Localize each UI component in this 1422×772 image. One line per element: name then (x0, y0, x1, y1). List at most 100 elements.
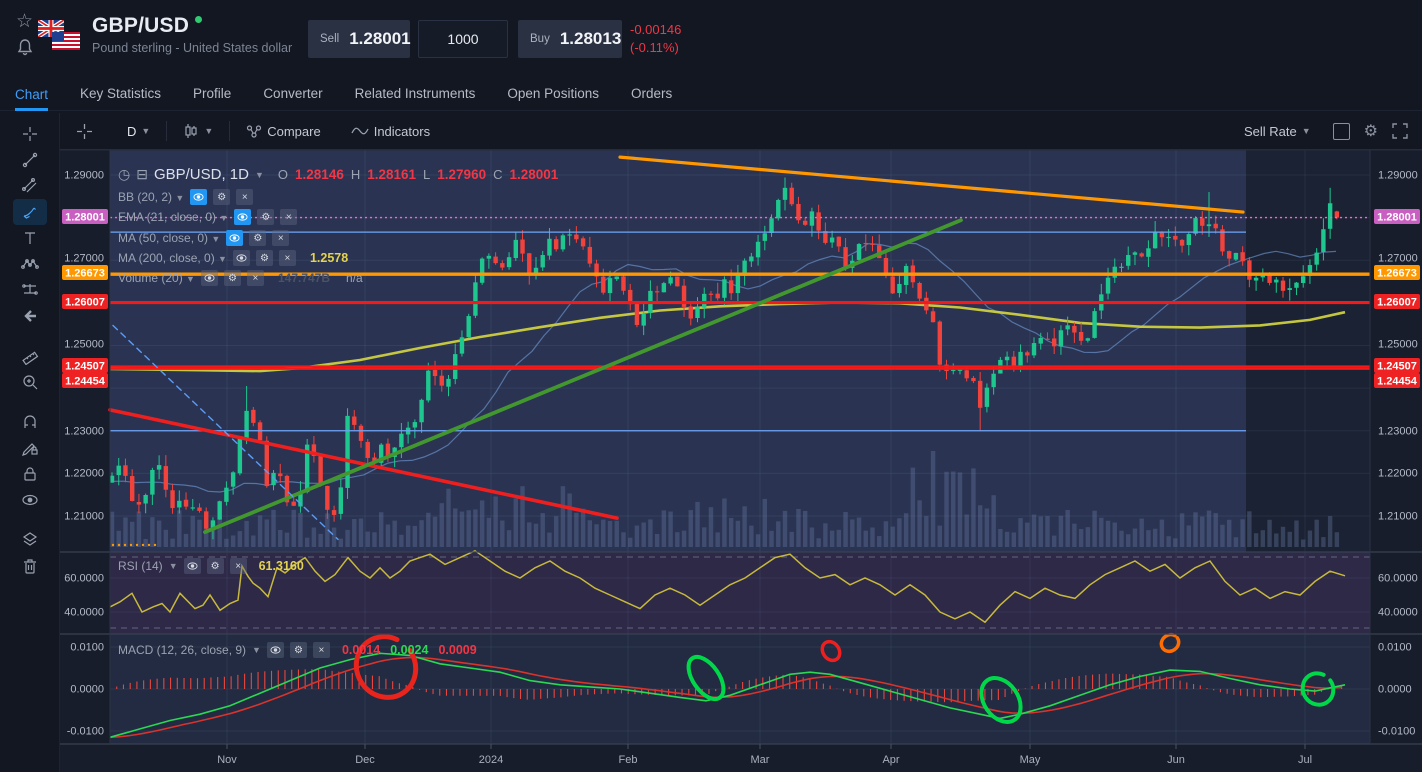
gear-icon[interactable]: ⚙ (249, 230, 267, 246)
brush-icon[interactable] (12, 199, 47, 225)
rsi-eye-icon[interactable] (183, 558, 201, 574)
rsi-label[interactable]: RSI (14) (118, 559, 163, 573)
indicators-button[interactable]: Indicators (343, 120, 438, 143)
close-icon[interactable]: × (272, 230, 290, 246)
object-tree-icon[interactable] (13, 527, 47, 553)
high-value: 1.28161 (367, 167, 417, 182)
close-icon[interactable]: × (278, 250, 296, 266)
orange-downtrend-line (618, 155, 1245, 214)
quantity-input[interactable]: 1000 (418, 20, 508, 58)
buy-label: Buy (530, 33, 550, 45)
indicator-label[interactable]: MA (50, close, 0) ▼ (118, 231, 221, 245)
svg-text:2024: 2024 (479, 754, 503, 766)
tab-open-positions[interactable]: Open Positions (507, 85, 599, 101)
macd-eye-icon[interactable] (266, 642, 284, 658)
rsi-settings-icon[interactable]: ⚙ (206, 558, 224, 574)
projection-icon[interactable] (13, 277, 47, 303)
sell-button[interactable]: Sell 1.28001 (308, 20, 411, 58)
fullscreen-icon[interactable] (1392, 123, 1408, 139)
svg-text:1.24454: 1.24454 (65, 376, 106, 388)
symbol-title-block: GBP/USD Pound sterling - United States d… (92, 14, 292, 55)
remove-drawings-icon[interactable] (13, 553, 47, 579)
eye-icon[interactable] (232, 250, 250, 266)
close-icon[interactable]: × (236, 189, 254, 205)
indicator-legend-ema: EMA (21, close, 0) ▼ ⚙ × (118, 209, 298, 225)
symbol-status-icon[interactable]: ◷ (118, 166, 131, 182)
parallel-lines-icon[interactable] (13, 173, 47, 199)
compare-button[interactable]: Compare (238, 119, 328, 143)
svg-text:0.0100: 0.0100 (70, 642, 104, 654)
svg-text:Dec: Dec (355, 754, 375, 766)
chevron-down-icon: ▼ (254, 169, 264, 180)
gear-icon[interactable]: ⚙ (223, 270, 241, 286)
tab-converter[interactable]: Converter (263, 85, 323, 101)
crosshair-mode-button[interactable] (68, 119, 101, 144)
svg-text:Jun: Jun (1167, 754, 1185, 766)
quantity-value: 1000 (447, 31, 479, 47)
indicator-label[interactable]: BB (20, 2) ▼ (118, 190, 185, 204)
trend-line-icon[interactable] (13, 147, 47, 173)
eye-icon[interactable] (226, 230, 244, 246)
tab-profile[interactable]: Profile (193, 85, 232, 101)
us-flag (52, 32, 80, 55)
close-icon[interactable]: × (246, 270, 264, 286)
crosshair-icon[interactable] (13, 121, 47, 147)
watchlist-star-icon[interactable]: ☆ (16, 11, 34, 32)
eye-icon[interactable] (200, 270, 218, 286)
lock-drawings-icon[interactable] (13, 461, 47, 487)
zoom-in-icon[interactable] (13, 369, 47, 395)
legend-symbol-label[interactable]: GBP/USD, 1D (153, 166, 249, 183)
macd-remove-icon[interactable]: × (312, 642, 330, 658)
svg-text:1.28001: 1.28001 (65, 212, 105, 224)
close-icon[interactable]: × (280, 209, 298, 225)
indicator-label[interactable]: Volume (20) ▼ (118, 271, 195, 285)
hide-drawings-icon[interactable] (13, 487, 47, 513)
volume-value: 147.747B (277, 271, 331, 285)
gear-icon[interactable]: ⚙ (213, 189, 231, 205)
measure-icon[interactable] (13, 343, 47, 369)
settings-gear-icon[interactable]: ⚙ (1363, 123, 1378, 140)
tab-chart[interactable]: Chart (15, 87, 49, 111)
drawing-mode-icon[interactable] (13, 435, 47, 461)
svg-text:0.0000: 0.0000 (70, 684, 104, 696)
rate-type-selector[interactable]: Sell Rate ▼ (1236, 120, 1319, 143)
eye-icon[interactable] (234, 209, 252, 225)
magnet-icon[interactable] (13, 409, 47, 435)
svg-text:1.22000: 1.22000 (1378, 468, 1418, 480)
gear-icon[interactable]: ⚙ (257, 209, 275, 225)
tab-key-statistics[interactable]: Key Statistics (80, 85, 162, 101)
collapse-legend-icon[interactable]: ⊟ (136, 166, 148, 182)
symbol-title: GBP/USD (92, 14, 190, 37)
chart-style-selector[interactable]: ▼ (175, 119, 221, 143)
macd-label[interactable]: MACD (12, 26, close, 9) (118, 643, 247, 657)
alert-bell-icon[interactable] (16, 38, 34, 61)
arrow-marker-icon[interactable] (13, 303, 47, 329)
eye-icon[interactable] (190, 189, 208, 205)
time-axis[interactable]: Nov Dec 2024 Feb Mar Apr May Jun Jul (217, 744, 1312, 766)
svg-text:1.29000: 1.29000 (1378, 170, 1418, 182)
tab-related-instruments[interactable]: Related Instruments (354, 85, 476, 101)
chevron-down-icon: ▼ (141, 126, 151, 136)
text-icon[interactable] (13, 225, 47, 251)
svg-text:1.24507: 1.24507 (65, 361, 105, 373)
indicator-label[interactable]: MA (200, close, 0) ▼ (118, 251, 227, 265)
buy-button[interactable]: Buy 1.28013 (518, 20, 622, 58)
macd-histogram (116, 668, 1343, 703)
indicator-legend-bb: BB (20, 2) ▼ ⚙ × (118, 189, 254, 205)
svg-text:1.25000: 1.25000 (1378, 339, 1418, 351)
divider (229, 121, 231, 141)
green-circle-annotation-3 (1300, 671, 1336, 707)
market-open-indicator (195, 16, 203, 23)
tab-orders[interactable]: Orders (630, 85, 673, 101)
gear-icon[interactable]: ⚙ (255, 250, 273, 266)
svg-text:1.28001: 1.28001 (1377, 212, 1417, 224)
open-value: 1.28146 (295, 167, 344, 182)
interval-selector[interactable]: D ▼ (119, 120, 158, 143)
rsi-remove-icon[interactable]: × (229, 558, 247, 574)
pattern-icon[interactable] (13, 251, 47, 277)
snapshot-icon[interactable] (1332, 122, 1350, 140)
indicator-label[interactable]: EMA (21, close, 0) ▼ (118, 210, 229, 224)
macd-settings-icon[interactable]: ⚙ (289, 642, 307, 658)
